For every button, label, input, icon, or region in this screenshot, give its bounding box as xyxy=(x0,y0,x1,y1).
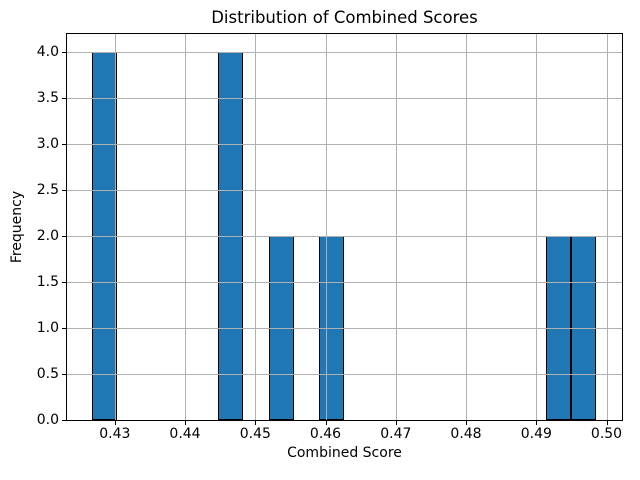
y-gridline xyxy=(67,98,622,100)
y-tick-mark xyxy=(62,236,66,238)
x-tick-label: 0.44 xyxy=(169,426,201,442)
histogram-bar xyxy=(268,236,294,420)
y-tick-mark xyxy=(62,190,66,192)
x-axis-label: Combined Score xyxy=(287,445,402,461)
x-tick-label: 0.43 xyxy=(99,426,131,442)
x-tick-mark xyxy=(606,421,608,425)
x-gridline xyxy=(185,34,186,420)
x-tick-mark xyxy=(466,421,467,425)
x-gridline xyxy=(466,34,467,420)
x-gridline xyxy=(325,34,327,420)
y-tick-label: 1.0 xyxy=(36,320,59,337)
y-tick-label: 0.5 xyxy=(36,366,59,382)
x-gridline xyxy=(395,34,397,420)
y-tick-label: 3.5 xyxy=(36,90,59,107)
y-axis-label: Frequency xyxy=(9,190,25,264)
x-gridline xyxy=(536,34,538,420)
chart-title: Distribution of Combined Scores xyxy=(211,8,478,27)
histogram-bar xyxy=(319,236,345,420)
y-tick-label: 2.5 xyxy=(36,182,59,199)
x-gridline xyxy=(114,34,116,420)
y-gridline xyxy=(67,52,622,54)
y-gridline xyxy=(67,374,622,375)
x-tick-label: 0.47 xyxy=(380,426,412,442)
x-tick-mark xyxy=(395,421,397,425)
x-tick-mark xyxy=(114,421,116,425)
y-gridline xyxy=(67,236,622,238)
x-tick-mark xyxy=(325,421,327,425)
histogram-bar xyxy=(571,236,597,420)
x-tick-mark xyxy=(536,421,538,425)
y-tick-mark xyxy=(62,144,66,146)
y-tick-mark xyxy=(62,420,66,421)
plot-area: 0.43 0.44 0.45 0.46 0.47 0.48 0.49 0.50 0.0 0.5 1.… xyxy=(37,33,623,442)
x-tick-label: 0.48 xyxy=(450,426,482,442)
y-gridline xyxy=(67,190,622,192)
y-tick-label: 4.0 xyxy=(36,44,59,61)
y-tick-label: 0.0 xyxy=(36,412,59,428)
y-gridline xyxy=(67,144,622,146)
y-tick-label: 3.0 xyxy=(36,136,59,153)
x-gridline xyxy=(606,34,608,420)
y-gridline xyxy=(67,282,622,284)
x-tick-mark xyxy=(255,421,257,425)
x-gridline xyxy=(255,34,257,420)
y-tick-mark xyxy=(62,282,66,284)
y-tick-mark xyxy=(62,328,66,330)
y-tick-mark xyxy=(62,98,66,100)
y-tick-mark xyxy=(62,374,66,375)
histogram-bar xyxy=(546,236,572,420)
x-tick-label: 0.50 xyxy=(590,426,623,442)
y-tick-label: 2.0 xyxy=(36,228,59,245)
x-tick-label: 0.45 xyxy=(239,426,271,442)
y-tick-mark xyxy=(62,52,66,54)
x-tick-label: 0.49 xyxy=(520,426,552,442)
plot-area-content: 0.43 0.44 0.45 0.46 0.47 0.48 0.49 0.50 0.0 0.5 1.… xyxy=(37,34,622,442)
y-gridline xyxy=(67,328,622,330)
x-tick-label: 0.46 xyxy=(309,426,342,442)
x-tick-mark xyxy=(185,421,186,425)
y-tick-label: 1.5 xyxy=(36,274,59,291)
